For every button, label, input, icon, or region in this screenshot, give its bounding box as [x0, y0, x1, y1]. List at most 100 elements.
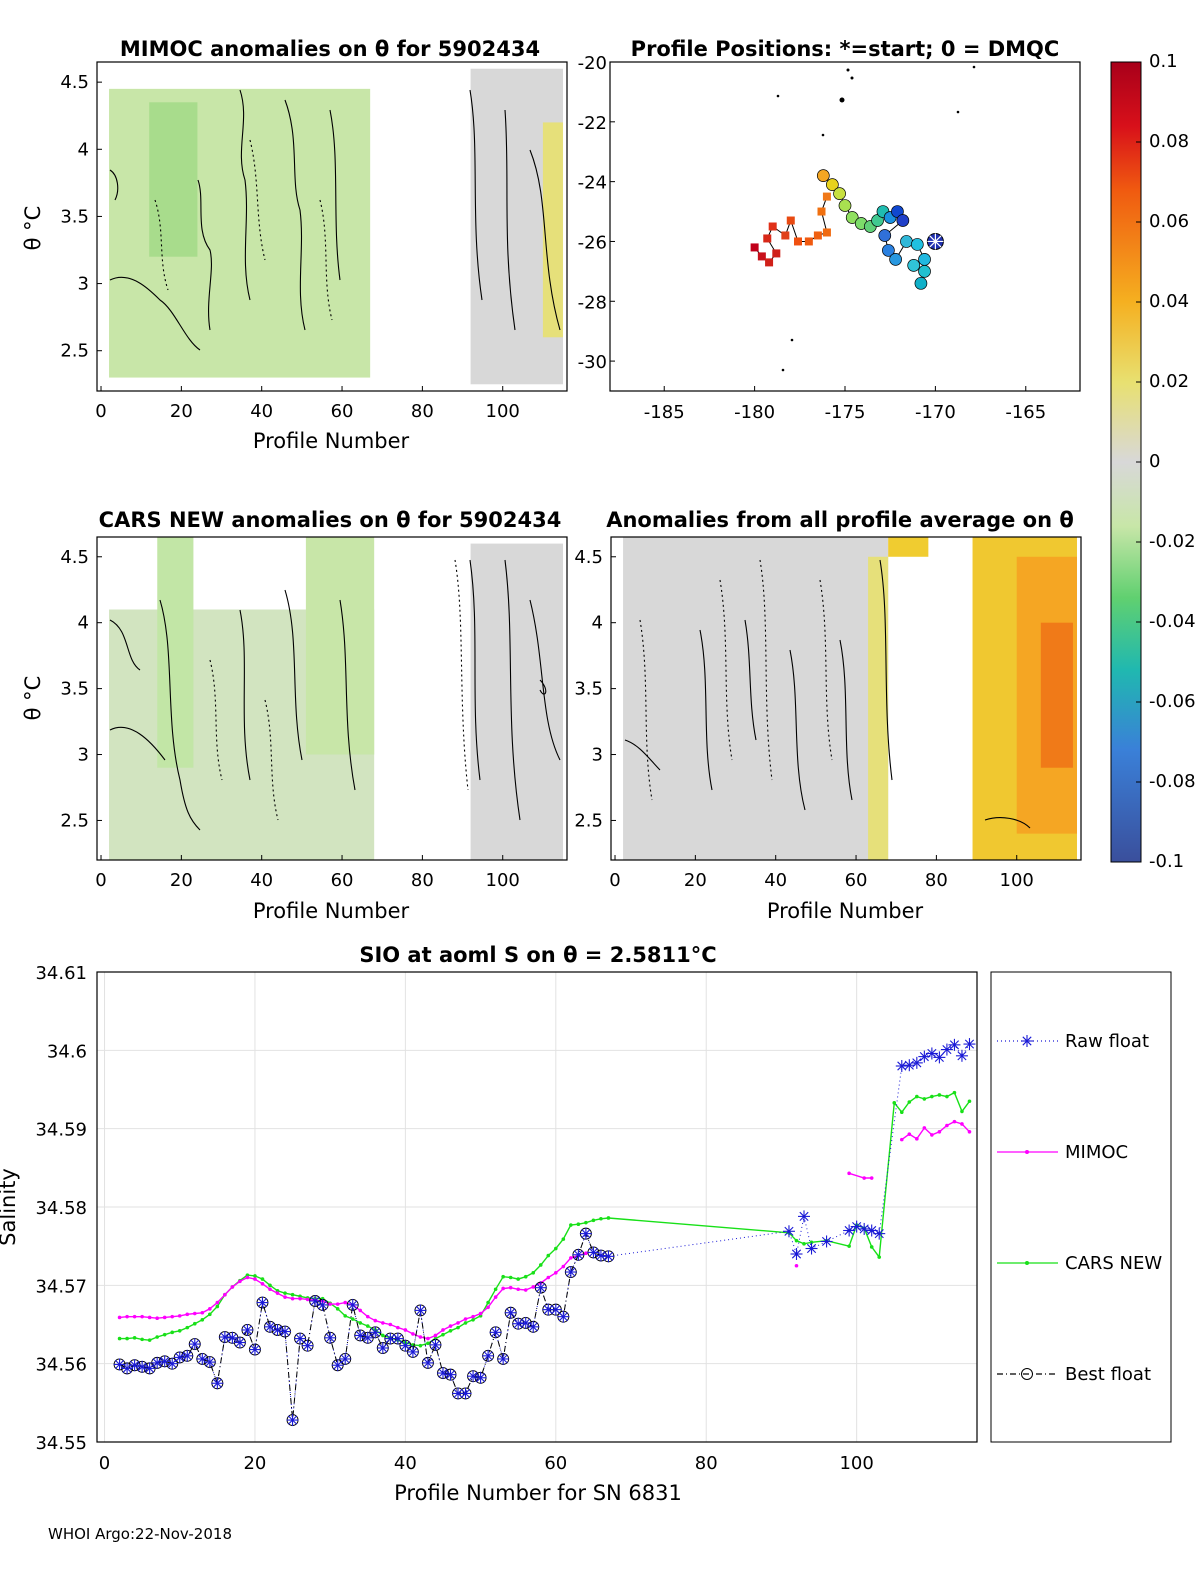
raw-float-point [233, 1336, 246, 1349]
cars-new-point [847, 1244, 851, 1248]
y-tick-label: 3 [78, 274, 89, 295]
panel-mimoc: MIMOC anomalies on θ for 5902434 0 20 40 60… [21, 37, 568, 453]
raw-float-point [316, 1298, 329, 1311]
cars-new-point [441, 1332, 445, 1337]
mimoc-point [358, 1308, 363, 1313]
cars-new-point [117, 1336, 122, 1341]
x-tick-label: 0 [95, 870, 106, 891]
x-tick-label: 60 [845, 870, 868, 891]
raw-float-point [955, 1049, 968, 1062]
raw-float-point [136, 1360, 149, 1373]
cars-contours [109, 559, 561, 831]
cars-new-point [185, 1325, 190, 1330]
profile-square [772, 249, 781, 258]
profile-circle [833, 187, 846, 200]
profile-square [781, 231, 790, 240]
raw-float-point [903, 1059, 916, 1072]
colorbar-tick-label: 0 [1149, 451, 1160, 472]
cars-new-point [350, 1317, 355, 1321]
x-tick-label: -175 [825, 402, 866, 423]
positions-title: Profile Positions: *=start; 0 = DMQC [631, 37, 1060, 61]
cars-new-point [358, 1321, 363, 1325]
cars-new-point [561, 1237, 566, 1241]
mimoc-point [268, 1287, 272, 1292]
cars-new-point [516, 1277, 520, 1281]
raw-float-point [241, 1323, 254, 1336]
x-tick-label: 60 [331, 870, 354, 891]
cars-new-point [253, 1274, 257, 1278]
raw-float-point [564, 1266, 577, 1279]
y-tick-label: 2.5 [574, 810, 603, 831]
cars-ylabel: θ °C [21, 676, 45, 721]
mimoc-point [862, 1176, 866, 1180]
y-tick-label: 34.61 [35, 963, 87, 984]
y-tick-label: -22 [578, 113, 607, 134]
cars-new-point [343, 1314, 348, 1318]
raw-float-point [203, 1356, 216, 1369]
cars-new-point [794, 1238, 799, 1243]
cars-new-point [606, 1216, 611, 1220]
mimoc-point [456, 1321, 460, 1325]
mimoc-point [463, 1317, 468, 1321]
y-tick-label: 34.56 [35, 1355, 87, 1376]
cars-new-point [463, 1321, 468, 1325]
raw-float-point [519, 1316, 532, 1329]
mimoc-point [396, 1325, 400, 1330]
mimoc-point [305, 1297, 310, 1302]
legend-marker [1025, 1150, 1029, 1154]
heat-block [542, 122, 563, 338]
mimoc-point [899, 1137, 904, 1142]
mimoc-point [253, 1277, 257, 1281]
legend-label: CARS NEW [1065, 1253, 1162, 1274]
mimoc-point [930, 1133, 934, 1137]
legend-marker [1021, 1368, 1033, 1380]
mimoc-point [501, 1286, 505, 1291]
raw-float-point [361, 1331, 374, 1344]
cars-new-point [335, 1307, 340, 1311]
profile-square [822, 228, 831, 237]
mimoc-point [584, 1251, 588, 1256]
cars-new-point [531, 1271, 536, 1275]
profile-circle [907, 259, 921, 272]
raw-float-point [256, 1296, 269, 1309]
mimoc-point [448, 1324, 453, 1328]
mimoc-point [952, 1119, 957, 1124]
mimoc-point [869, 1176, 874, 1180]
raw-float-point [301, 1339, 314, 1352]
cars-new-point [140, 1337, 144, 1342]
cars-new-point [569, 1223, 573, 1227]
raw-float-point [279, 1325, 292, 1338]
cars-new-point [418, 1343, 423, 1348]
cars-new-point [283, 1291, 287, 1295]
allavg-axes-frame [610, 536, 1082, 861]
y-tick-label: 3.5 [60, 679, 89, 700]
cars-new-point [907, 1100, 912, 1104]
heat-block [888, 537, 929, 557]
cars-new-point [546, 1253, 551, 1258]
cars-new-point [892, 1101, 897, 1105]
cars-new-point [591, 1218, 596, 1223]
profile-square [813, 231, 822, 240]
profile-square [817, 207, 826, 216]
cars-new-point [268, 1283, 272, 1288]
raw-float-point [858, 1222, 871, 1235]
heat-block [623, 537, 889, 860]
raw-float-point [782, 1225, 795, 1238]
mimoc-point [290, 1296, 295, 1301]
mimoc-point [260, 1281, 265, 1286]
profile-square [804, 237, 813, 246]
raw-float-point [948, 1038, 961, 1051]
mimoc-point [403, 1328, 408, 1332]
mimoc-title: MIMOC anomalies on θ for 5902434 [120, 37, 540, 61]
legend-label: Raw float [1065, 1031, 1149, 1052]
y-tick-label: 3 [592, 745, 603, 766]
x-tick-label: 80 [925, 870, 948, 891]
positions-axes-frame [609, 61, 1081, 392]
cars-new-point [177, 1328, 182, 1333]
mimoc-point [298, 1296, 302, 1301]
cars-new-point [599, 1216, 603, 1221]
mimoc-point [140, 1314, 144, 1319]
profile-circle [918, 253, 931, 266]
y-tick-label: -30 [578, 352, 607, 373]
